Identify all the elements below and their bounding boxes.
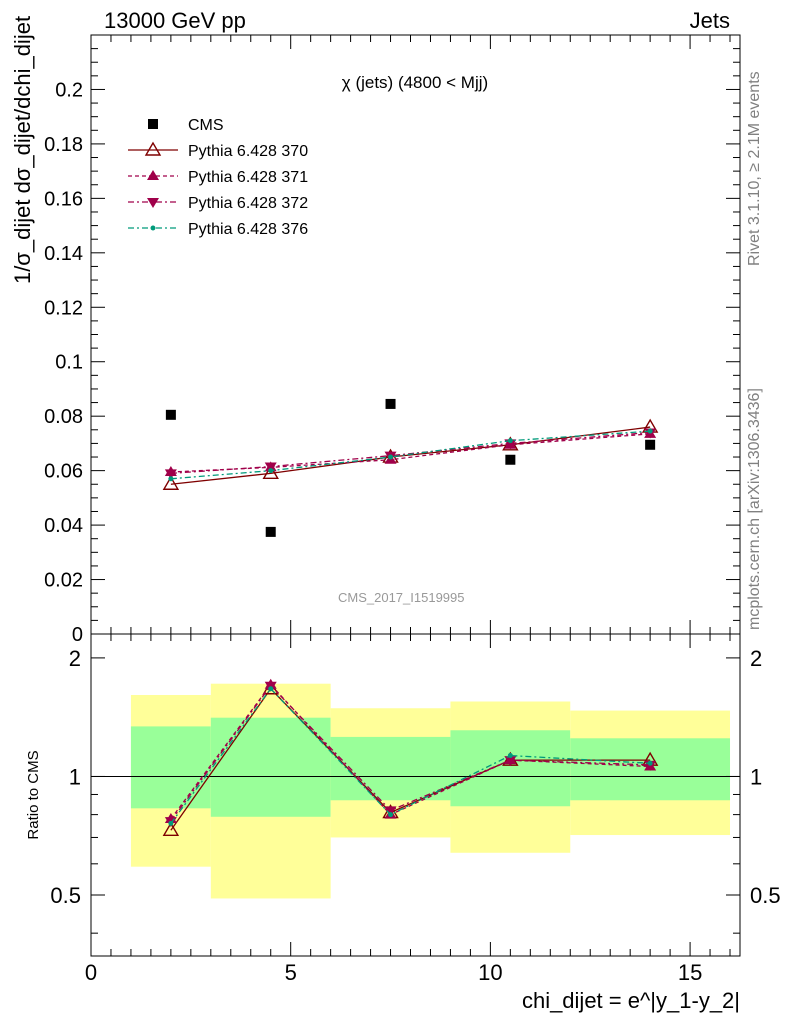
ratio-mc-point-3-4 bbox=[647, 760, 653, 766]
main-mc-point-2-0 bbox=[164, 469, 177, 480]
ratio-xtick-label: 15 bbox=[678, 960, 702, 985]
ratio-xtick-label: 0 bbox=[85, 960, 97, 985]
legend-marker-1 bbox=[144, 141, 162, 156]
main-ytick-label: 0 bbox=[72, 624, 83, 646]
main-mc-point-3-3 bbox=[507, 438, 513, 444]
main-ytick-label: 0.08 bbox=[44, 406, 83, 428]
main-ytick-label: 0.02 bbox=[44, 570, 83, 592]
main-ytick-label: 0.18 bbox=[44, 134, 83, 156]
legend-label-1: Pythia 6.428 370 bbox=[188, 143, 308, 160]
main-mc-point-2-1 bbox=[264, 462, 277, 473]
main-mc-point-3-2 bbox=[388, 454, 394, 460]
legend-label-3: Pythia 6.428 372 bbox=[188, 195, 308, 212]
main-mc-point-0-1 bbox=[262, 464, 279, 480]
rivet-version-label: Rivet 3.1.10, ≥ 2.1M events bbox=[746, 71, 763, 266]
ratio-mc-point-3-3 bbox=[507, 753, 513, 759]
main-mc-point-3-0 bbox=[168, 476, 174, 482]
ratio-ytick-label: 2 bbox=[69, 646, 81, 671]
analysis-watermark: CMS_2017_I1519995 bbox=[338, 590, 465, 605]
legend-marker-0 bbox=[148, 119, 158, 129]
main-ytick-label: 0.04 bbox=[44, 515, 83, 537]
main-data-point-0-1 bbox=[265, 526, 276, 537]
legend-marker-3 bbox=[147, 198, 159, 208]
ratio-mc-point-0-0 bbox=[162, 821, 180, 836]
main-mc-point-0-0 bbox=[162, 475, 180, 490]
main-data-point-0-2 bbox=[385, 398, 396, 409]
main-mc-line-2 bbox=[170, 431, 651, 475]
main-ytick-label: 0.16 bbox=[44, 188, 83, 210]
ratio-xtick-label: 5 bbox=[285, 960, 297, 985]
main-data-point-0-0 bbox=[165, 409, 176, 420]
header-left: 13000 GeV pp bbox=[104, 8, 246, 33]
ratio-band-green-1 bbox=[210, 717, 331, 817]
main-data-point-0-3 bbox=[505, 454, 516, 465]
header-right: Jets bbox=[689, 8, 730, 33]
main-ytick-label: 0.12 bbox=[44, 297, 83, 319]
main-ytick-label: 0.14 bbox=[44, 243, 83, 265]
main-ytick-label: 0.06 bbox=[44, 461, 83, 483]
ratio-ytick-label: 1 bbox=[69, 764, 81, 789]
main-data-point-0-4 bbox=[645, 439, 656, 450]
ratio-mc-point-3-0 bbox=[168, 820, 174, 826]
main-ytick-label: 0.1 bbox=[55, 352, 83, 374]
main-ytick-label: 0.2 bbox=[55, 79, 83, 101]
legend-label-2: Pythia 6.428 371 bbox=[188, 169, 308, 186]
main-mc-line-1 bbox=[170, 433, 651, 473]
x-axis-label: chi_dijet = e^|y_1-y_2| bbox=[522, 988, 740, 1013]
mcplots-label: mcplots.cern.ch [arXiv:1306.3436] bbox=[746, 388, 763, 630]
main-mc-point-2-3 bbox=[504, 439, 517, 450]
ratio-band-green-3 bbox=[450, 730, 571, 807]
ratio-frame bbox=[90, 633, 741, 957]
legend-marker-2 bbox=[147, 170, 159, 180]
ratio-ytick-label: 0.5 bbox=[50, 883, 81, 908]
main-mc-point-3-1 bbox=[268, 468, 274, 474]
main-mc-point-3-4 bbox=[647, 428, 653, 434]
ratio-y-axis-label: Ratio to CMS bbox=[25, 750, 42, 839]
ratio-mc-point-2-3 bbox=[504, 756, 517, 767]
ratio-mc-point-2-2 bbox=[384, 806, 397, 817]
main-y-axis-label: 1/σ_dijet dσ_dijet/dchi_dijet bbox=[10, 16, 35, 284]
ratio-band-green-0 bbox=[130, 726, 211, 809]
ratio-xtick-label: 10 bbox=[478, 960, 502, 985]
ratio-ytick-label-right: 1 bbox=[750, 764, 762, 789]
ratio-ytick-label-right: 0.5 bbox=[750, 883, 781, 908]
legend-label-4: Pythia 6.428 376 bbox=[188, 221, 308, 238]
legend-label-0: CMS bbox=[188, 117, 224, 134]
ratio-ytick-label-right: 2 bbox=[750, 646, 762, 671]
legend-marker-4 bbox=[150, 225, 156, 231]
chart-title: χ (jets) (4800 < Mjj) bbox=[342, 73, 488, 92]
ratio-mc-point-3-2 bbox=[388, 812, 394, 818]
ratio-mc-point-3-1 bbox=[268, 686, 274, 692]
